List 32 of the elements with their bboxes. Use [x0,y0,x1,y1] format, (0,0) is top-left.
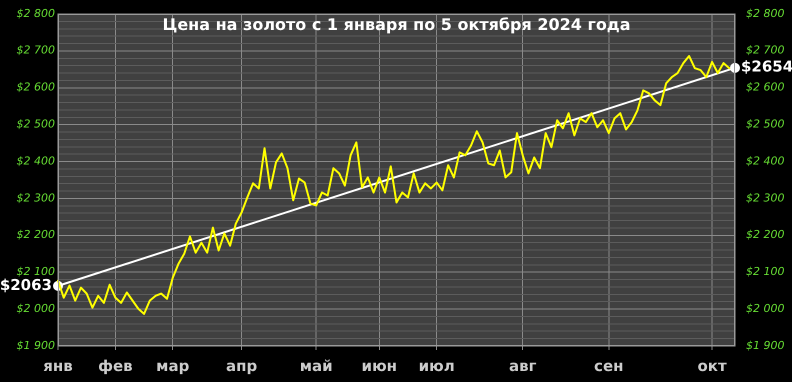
x-tick-label: апр [226,356,258,375]
y-tick-label: $2 500 [16,118,55,131]
x-tick-label: янв [43,356,73,375]
y-tick-label: $2 800 [16,6,55,20]
x-tick-label: июн [362,356,398,375]
y2-tick-label: $2 100 [746,265,784,278]
y2-tick-label: $2 800 [746,6,784,20]
y-tick-label: $2 400 [16,154,55,168]
x-tick-label: сен [594,356,624,375]
y-tick-label: $2 200 [16,228,55,242]
data-label: $2063 [0,276,52,294]
y-tick-label: $1 900 [16,338,55,352]
chart-title: Цена на золото с 1 января по 5 октября 2024 года [162,15,631,34]
y2-tick-label: $2 600 [746,80,784,94]
y2-tick-label: $2 300 [746,191,784,204]
x-tick-label: фев [98,356,133,375]
y2-tick-label: $2 400 [746,154,784,168]
x-tick-label: мар [156,356,190,375]
y2-tick-label: $2 500 [746,118,784,131]
y2-tick-label: $2 000 [746,302,784,315]
y-tick-label: $2 600 [16,80,55,94]
y2-tick-label: $2 700 [746,44,784,57]
x-tick-label: май [300,356,333,375]
y-tick-label: $2 000 [16,302,55,315]
y-tick-label: $2 100 [16,265,55,278]
x-tick-label: авг [508,356,537,375]
y-tick-label: $2 700 [16,44,55,57]
y2-tick-label: $2 200 [746,228,784,242]
x-tick-label: окт [697,356,727,375]
y2-tick-label: $1 900 [746,338,784,352]
x-tick-label: июл [418,356,455,375]
y-tick-label: $2 300 [16,191,55,204]
